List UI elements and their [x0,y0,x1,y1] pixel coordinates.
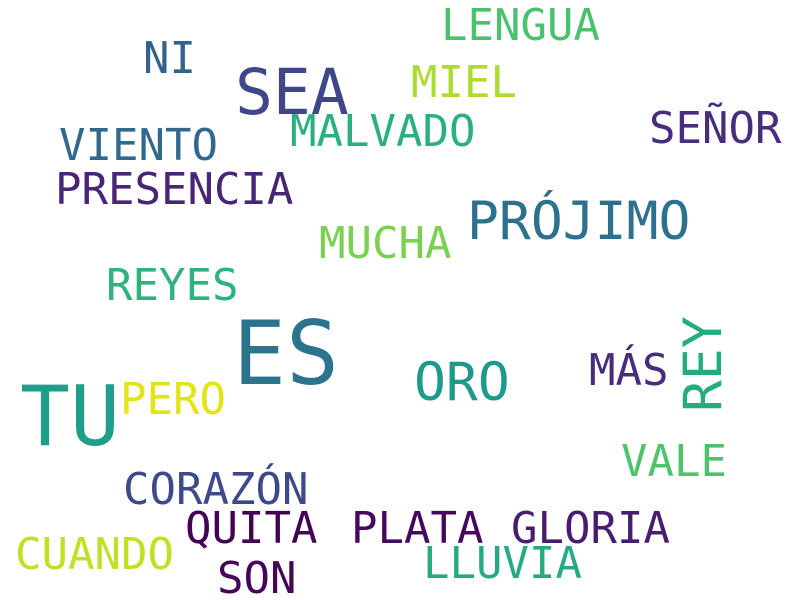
word-lengua: LENGUA [441,0,600,51]
word-sea: SEA [235,56,349,129]
word-vale: VALE [621,436,727,487]
word-pero: PERO [120,374,226,425]
word-viento: VIENTO [59,120,218,171]
word-miel: MIEL [411,57,517,108]
word-corazon: CORAZÓN [123,464,309,515]
word-plata: PLATA [351,503,484,554]
word-senor: SEÑOR [649,103,782,154]
word-cuando: CUANDO [15,529,174,580]
word-tu: TU [20,368,120,465]
word-quita: QUITA [185,503,318,554]
word-projimo: PRÓJIMO [467,191,691,252]
word-mucha: MUCHA [319,218,452,269]
word-son: SON [217,553,297,600]
word-presencia: PRESENCIA [55,164,294,215]
word-ni: NI [143,33,196,84]
word-lluvia: LLUVIA [423,538,582,589]
word-rey: REY [673,316,734,412]
word-malvado: MALVADO [290,106,476,157]
word-es: ES [233,302,339,405]
word-gloria: GLORIA [511,503,670,554]
word-reyes: REYES [106,260,239,311]
word-mas: MÁS [589,345,669,396]
word-oro: ORO [414,352,510,413]
